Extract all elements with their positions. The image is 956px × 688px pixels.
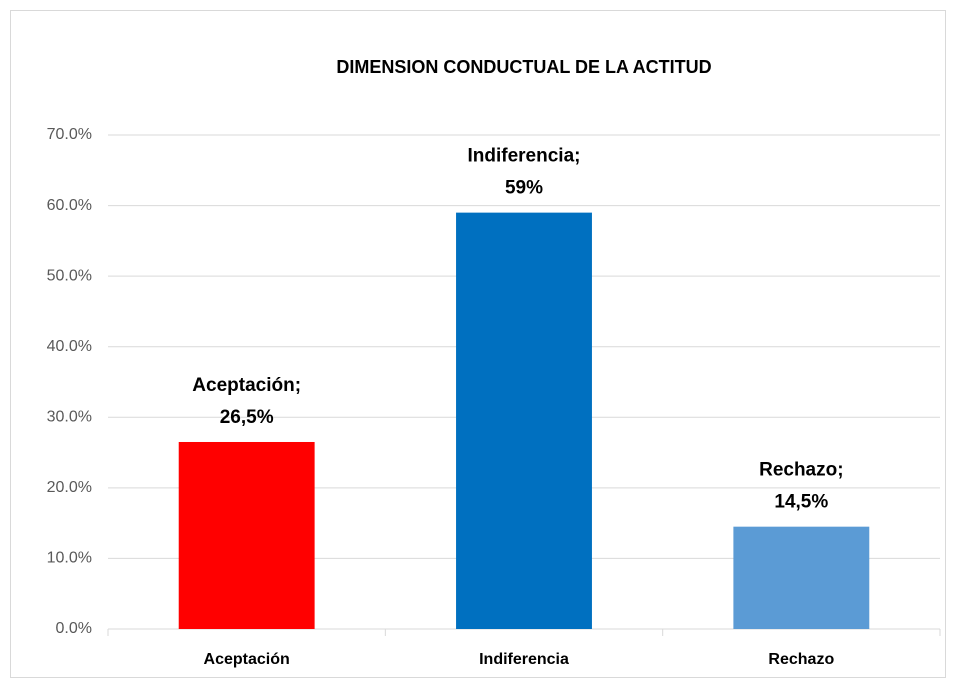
- x-tick-label: Rechazo: [768, 651, 834, 668]
- bar: [456, 212, 592, 629]
- data-label: Rechazo; 14,5%: [759, 460, 843, 513]
- x-tick-label: Indiferencia: [479, 651, 569, 668]
- bar: [733, 526, 870, 629]
- y-tick-label: 20.0%: [47, 479, 92, 496]
- data-label: Aceptación; 26,5%: [192, 375, 301, 428]
- y-tick-label: 60.0%: [47, 197, 92, 214]
- x-tick-label: Aceptación: [204, 651, 290, 668]
- y-tick-label: 10.0%: [47, 550, 92, 567]
- chart-title: DIMENSION CONDUCTUAL DE LA ACTITUD: [336, 57, 711, 77]
- y-tick-label: 40.0%: [47, 338, 92, 355]
- data-label: Indiferencia; 59%: [468, 146, 581, 199]
- bar: [178, 441, 315, 629]
- y-tick-label: 0.0%: [56, 620, 92, 637]
- y-tick-label: 50.0%: [47, 267, 92, 284]
- y-tick-label: 70.0%: [47, 126, 92, 143]
- y-tick-label: 30.0%: [47, 409, 92, 426]
